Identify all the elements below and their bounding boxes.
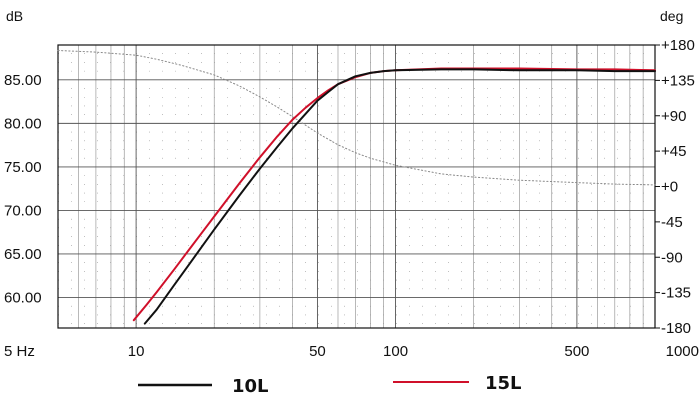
x-tick-label: 1000 [666,343,699,360]
y2-tick-label: +135 [661,72,695,89]
y2-tick-label: -180 [661,320,691,337]
y-tick-label: 85.00 [4,72,42,89]
x-tick-label: 100 [383,343,408,360]
y-tick-label: 75.00 [4,159,42,176]
y-axis-ticks: 85.00 80.00 75.00 70.00 65.00 60.00 [4,72,42,307]
legend-label-15l: 15L [485,373,522,394]
x-tick-label: 50 [309,343,326,360]
y2-tick-label: -45 [661,214,683,231]
x-axis-ticks: 5 Hz 10 50 100 500 1000 [4,343,699,360]
y2-tick-label: +0 [661,179,678,196]
series-line-phase [57,50,656,186]
y2-tick-label: -90 [661,249,683,266]
y2-tick-label: -135 [661,285,691,302]
y2-tick-label: +90 [661,108,686,125]
y2-axis-ticks: +180 +135 +90 +45 +0 -45 -90 -135 -180 [655,37,695,337]
y-tick-label: 80.00 [4,115,42,132]
x-tick-label: 5 Hz [4,343,35,360]
legend: 10L 15L [138,373,522,397]
y2-tick-label: +180 [661,37,695,54]
y-tick-label: 65.00 [4,246,42,263]
y-axis-unit: dB [6,8,23,24]
y2-axis-unit: deg [660,8,683,24]
x-tick-label: 10 [128,343,145,360]
y-tick-label: 60.00 [4,290,42,307]
minor-grid [58,45,655,328]
y2-tick-label: +45 [661,143,686,160]
series-line-10l [143,68,656,325]
legend-label-10l: 10L [232,376,269,397]
major-grid [57,45,656,328]
y-tick-label: 70.00 [4,202,42,219]
x-tick-label: 500 [564,343,589,360]
series-layer [57,50,656,325]
plot-frame [57,44,656,329]
